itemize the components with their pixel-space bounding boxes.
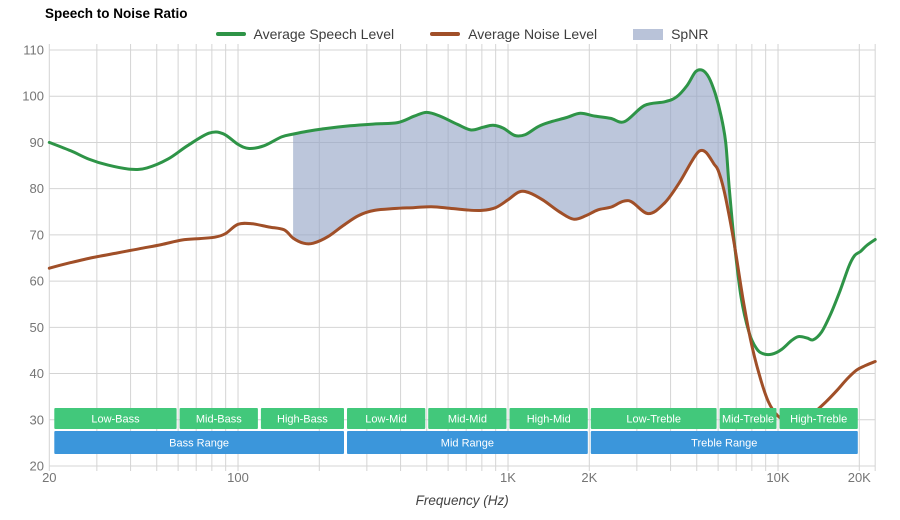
- x-axis-title: Frequency (Hz): [416, 493, 509, 508]
- speech-band-row: Low-Bass Mid-Bass High-Bass Low-Mid Mid-Mid H…: [54, 408, 858, 429]
- y-tick-50: 50: [30, 320, 44, 335]
- gridlines: [48, 44, 876, 471]
- x-tick-2k: 2K: [581, 470, 597, 485]
- average-noise-level-line: [47, 148, 877, 424]
- band-label-low-mid: Low-Mid: [365, 414, 407, 426]
- average-speech-level-swatch: [215, 32, 246, 36]
- band-mid-treble: [719, 408, 777, 429]
- band-label-high-mid: High-Mid: [527, 414, 571, 426]
- y-tick-20: 20: [30, 459, 44, 474]
- x-tick-10k: 10K: [766, 470, 789, 485]
- y-tick-30: 30: [30, 412, 44, 427]
- y-tick-90: 90: [30, 135, 44, 150]
- band-label-mid-mid: Mid-Mid: [448, 414, 487, 426]
- band-high-bass: [260, 408, 344, 429]
- band-label-treble-range: Treble Range: [691, 438, 757, 450]
- band-mid-range: [347, 431, 588, 454]
- band-high-treble: [779, 408, 858, 429]
- y-tick-60: 60: [30, 274, 44, 289]
- legend-label: Average Noise Level: [468, 26, 598, 42]
- band-label-mid-treble: Mid-Treble: [722, 414, 774, 426]
- y-tick-70: 70: [30, 227, 44, 242]
- band-label-low-treble: Low-Treble: [626, 414, 681, 426]
- band-label-low-bass: Low-Bass: [91, 414, 140, 426]
- band-low-bass: [54, 408, 177, 429]
- y-tick-40: 40: [30, 366, 44, 381]
- band-label-mid-bass: Mid-Bass: [196, 414, 242, 426]
- x-tick-20: 20: [42, 470, 56, 485]
- range-band-row: Bass Range Mid Range Treble Range: [54, 431, 858, 454]
- chart-title: Speech to Noise Ratio: [45, 6, 188, 21]
- band-label-high-treble: High-Treble: [790, 414, 847, 426]
- y-tick-110: 110: [23, 43, 44, 58]
- x-tick-20k: 20K: [848, 470, 871, 485]
- x-tick-100: 100: [227, 470, 249, 485]
- legend-item-average-speech-level[interactable]: Average Speech Level: [215, 26, 395, 42]
- legend-label: Average Speech Level: [253, 26, 395, 42]
- average-speech-level-line: [47, 68, 877, 357]
- y-tick-100: 100: [22, 89, 44, 104]
- x-tick-1k: 1K: [500, 470, 516, 485]
- band-high-mid: [509, 408, 588, 429]
- band-label-bass-range: Bass Range: [169, 438, 229, 450]
- band-mid-mid: [428, 408, 507, 429]
- band-label-mid-range: Mid Range: [441, 438, 494, 450]
- average-noise-level-swatch: [430, 32, 461, 36]
- legend: Average Speech Level Average Noise Level S…: [49, 26, 875, 42]
- band-mid-bass: [179, 408, 258, 429]
- legend-item-average-noise-level[interactable]: Average Noise Level: [430, 26, 597, 42]
- spnr-area: [293, 69, 730, 244]
- band-low-mid: [347, 408, 426, 429]
- y-tick-80: 80: [30, 181, 44, 196]
- band-low-treble: [590, 408, 717, 429]
- legend-label: SpNR: [671, 26, 709, 42]
- band-bass-range: [54, 431, 345, 454]
- band-treble-range: [590, 431, 858, 454]
- legend-item-spnr[interactable]: SpNR: [633, 26, 708, 42]
- spnr-swatch: [633, 28, 664, 40]
- band-label-high-bass: High-Bass: [277, 414, 328, 426]
